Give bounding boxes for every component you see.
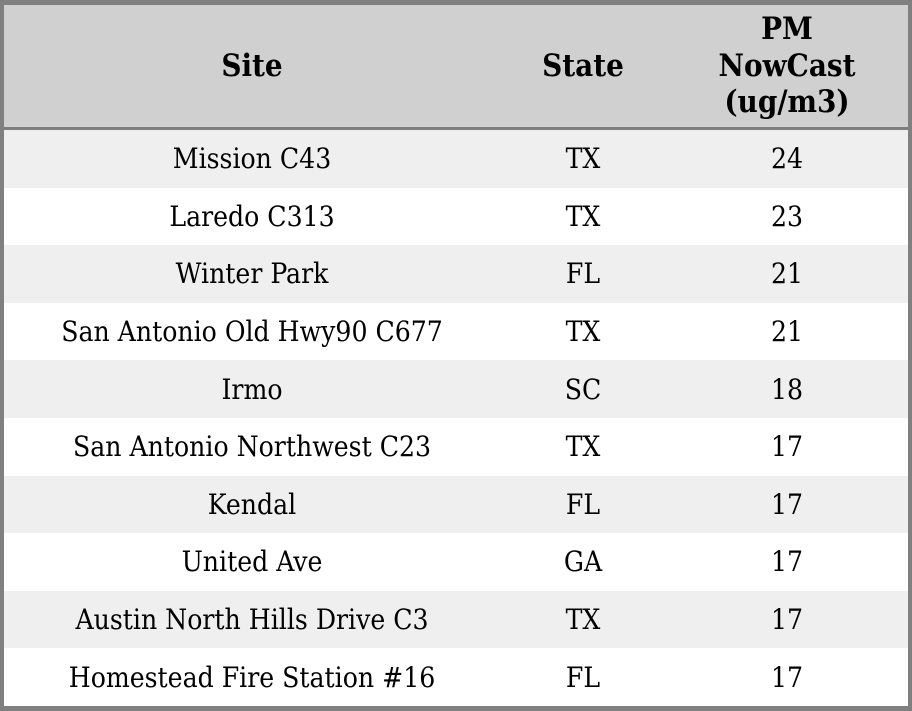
cell-site: San Antonio Old Hwy90 C677 [61,315,443,349]
cell-pm-nowcast: 17 [770,487,804,521]
cell-state: FL [565,257,601,291]
cell-state: GA [563,545,603,579]
column-header-state: State [500,48,666,85]
cell-pm-nowcast: 21 [770,315,804,349]
cell-site: Laredo C313 [169,199,335,233]
table-row: Laredo C313 TX 23 [4,187,908,246]
cell-pm-nowcast: 24 [770,142,804,176]
table-row: United Ave GA 17 [4,533,908,591]
table-row: San Antonio Northwest C23 TX 17 [4,417,908,476]
table-row: Winter Park FL 21 [4,245,908,303]
column-header-site: Site [4,48,500,85]
column-header-state-label: State [542,47,624,84]
cell-state: TX [565,603,601,637]
cell-site: Homestead Fire Station #16 [68,660,436,694]
table-row: Mission C43 TX 24 [4,130,908,188]
table-body: Mission C43 TX 24 Laredo C313 TX 23 Wint… [4,130,908,706]
cell-state: TX [565,430,601,464]
cell-pm-nowcast: 17 [770,545,804,579]
table-row: Kendal FL 17 [4,475,908,534]
cell-site: Kendal [207,487,297,521]
cell-site: Austin North Hills Drive C3 [75,603,429,637]
cell-pm-nowcast: 17 [770,430,804,464]
cell-pm-nowcast: 18 [770,372,804,406]
cell-site: United Ave [181,545,323,579]
cell-pm-nowcast: 23 [770,199,804,233]
cell-state: TX [565,199,601,233]
cell-pm-nowcast: 17 [770,603,804,637]
cell-pm-nowcast: 21 [770,257,804,291]
cell-site: Mission C43 [172,142,332,176]
column-header-pm-line3: (ug/m3) [724,84,850,121]
cell-state: SC [564,372,602,406]
table-row: Homestead Fire Station #16 FL 17 [4,648,908,706]
table-row: San Antonio Old Hwy90 C677 TX 21 [4,302,908,361]
cell-state: TX [565,315,601,349]
table-row: Austin North Hills Drive C3 TX 17 [4,590,908,649]
table-row: Irmo SC 18 [4,360,908,418]
cell-state: FL [565,660,601,694]
cell-site: Irmo [221,372,283,406]
cell-state: FL [565,487,601,521]
cell-pm-nowcast: 17 [770,660,804,694]
column-header-pm-nowcast: PM NowCast (ug/m3) [666,11,908,121]
column-header-site-label: Site [221,47,283,84]
column-header-pm-line1: PM [761,11,813,48]
table-header-row: Site State PM NowCast (ug/m3) [4,5,908,130]
cell-state: TX [565,142,601,176]
cell-site: Winter Park [175,257,329,291]
column-header-pm-line2: NowCast [718,47,856,84]
cell-site: San Antonio Northwest C23 [72,430,432,464]
